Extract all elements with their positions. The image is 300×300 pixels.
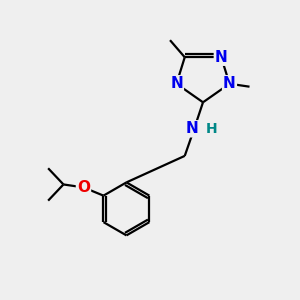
Text: N: N	[185, 121, 198, 136]
Text: N: N	[170, 76, 183, 91]
Text: N: N	[223, 76, 236, 91]
Text: O: O	[77, 180, 90, 195]
Text: H: H	[206, 122, 217, 136]
Text: N: N	[215, 50, 228, 65]
